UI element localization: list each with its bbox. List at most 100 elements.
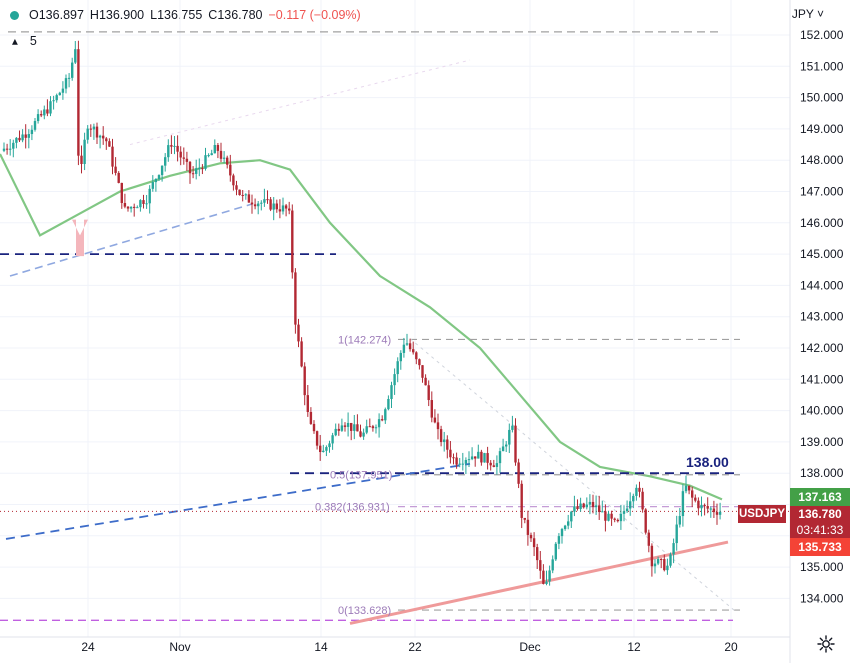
- candle: [36, 114, 40, 122]
- close-label: C: [208, 8, 218, 22]
- y-tick-label: 142.000: [800, 341, 844, 355]
- candle: [191, 173, 195, 175]
- fib-level-label: 0.382(136.931): [315, 502, 390, 514]
- candle: [350, 422, 353, 431]
- candle: [480, 451, 483, 463]
- x-tick-label: 20: [724, 640, 738, 654]
- candle: [253, 204, 257, 207]
- candle: [120, 182, 123, 204]
- candle: [213, 145, 216, 154]
- candle: [681, 491, 685, 517]
- candle: [145, 203, 148, 205]
- faint-trend-line: [129, 59, 471, 146]
- candle: [700, 504, 703, 509]
- currency-selector[interactable]: JPY ˅: [791, 7, 824, 21]
- candle: [43, 109, 46, 116]
- candle: [64, 78, 68, 89]
- candle: [560, 529, 564, 537]
- candle: [9, 148, 12, 150]
- candle: [563, 525, 567, 530]
- candle: [315, 431, 319, 446]
- candle: [275, 203, 278, 210]
- candle: [359, 431, 362, 437]
- candle: [77, 49, 80, 156]
- candle: [179, 151, 182, 158]
- candle: [694, 497, 697, 501]
- last-price-value: 136.780: [798, 507, 842, 521]
- candle: [697, 500, 700, 509]
- candle: [328, 443, 331, 448]
- x-tick-label: 22: [408, 640, 422, 654]
- candle: [591, 501, 595, 508]
- candle: [266, 199, 269, 201]
- candle: [539, 560, 542, 571]
- candle: [635, 487, 638, 496]
- low-label: L: [150, 8, 158, 22]
- candle: [660, 559, 663, 561]
- support-price-tag: 135.733: [790, 538, 850, 556]
- candle: [579, 503, 582, 509]
- candle: [452, 457, 455, 459]
- candle: [492, 465, 495, 467]
- candle: [532, 538, 536, 548]
- candle: [644, 509, 647, 533]
- candle: [715, 512, 719, 515]
- candle: [247, 194, 251, 203]
- last-price-tag: 136.780 03:41:33: [790, 506, 850, 538]
- candle: [319, 445, 322, 453]
- candle: [129, 206, 133, 209]
- candle: [520, 483, 523, 518]
- candle: [684, 485, 688, 492]
- candle: [461, 463, 464, 465]
- candle: [15, 137, 18, 143]
- candle: [300, 341, 303, 367]
- resistance-label: 138.00: [686, 454, 729, 470]
- candle: [297, 324, 300, 342]
- candle: [706, 506, 709, 509]
- candle: [613, 518, 616, 520]
- indicator-toggle[interactable]: ▼ 5: [10, 34, 37, 48]
- y-tick-label: 140.000: [800, 404, 844, 418]
- candle: [356, 424, 359, 432]
- ma-price-tag: 137.163: [790, 488, 850, 506]
- candle: [368, 426, 371, 428]
- candle: [46, 109, 49, 114]
- candle: [117, 172, 120, 183]
- candle: [498, 451, 502, 464]
- candle: [291, 210, 294, 273]
- candle: [650, 545, 654, 567]
- candle: [250, 202, 254, 205]
- candle: [123, 203, 127, 207]
- candle: [173, 145, 176, 147]
- candle: [390, 385, 393, 399]
- candle: [594, 505, 598, 508]
- candle: [260, 202, 263, 204]
- y-tick-label: 138.000: [800, 466, 844, 480]
- upper-trend-line: [9, 203, 253, 277]
- status-dot-icon: [10, 10, 19, 20]
- candle: [582, 503, 585, 508]
- candle: [272, 203, 275, 210]
- high-value: 136.900: [98, 8, 145, 22]
- candle: [601, 511, 604, 513]
- moving-average-line: [0, 153, 723, 501]
- x-tick-label: Nov: [169, 640, 190, 654]
- candle: [306, 395, 309, 412]
- candle: [278, 209, 282, 212]
- y-tick-label: 145.000: [800, 247, 844, 261]
- candle: [216, 145, 220, 151]
- fib-level-label: 1(142.274): [338, 334, 391, 346]
- candle: [483, 453, 486, 463]
- candle: [508, 429, 511, 445]
- candle: [421, 365, 424, 378]
- candle: [387, 398, 390, 410]
- candle: [232, 175, 235, 186]
- candle: [514, 425, 517, 463]
- candle: [238, 189, 241, 196]
- candle: [666, 565, 669, 571]
- high-label: H: [89, 8, 99, 22]
- x-tick-label: 14: [314, 640, 328, 654]
- gear-icon[interactable]: [816, 634, 836, 654]
- x-tick-label: 12: [627, 640, 641, 654]
